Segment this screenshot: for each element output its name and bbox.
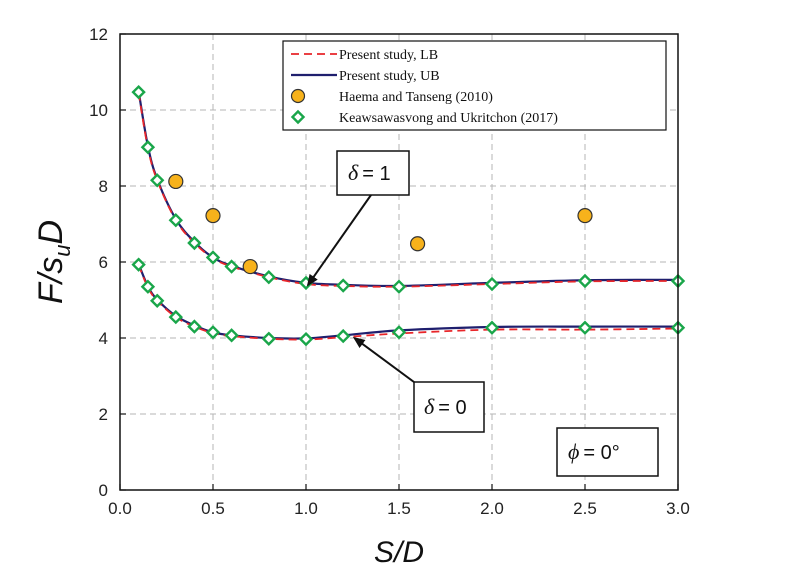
keaw-point (131, 84, 146, 100)
keaw-point (205, 250, 221, 265)
annotation-label: δ = 1 (348, 160, 391, 185)
keaw-point (150, 173, 165, 188)
keaw-point (150, 293, 165, 308)
x-tick-label: 3.0 (666, 499, 690, 518)
annotations: δ = 1δ = 0ϕ = 0° (306, 150, 659, 477)
keaw-point (336, 278, 351, 293)
y-axis-ticks: 0 2 4 6 8 10 12 (89, 25, 126, 500)
y-tick-label: 12 (89, 25, 108, 44)
y-axis-title: F/suD (32, 220, 75, 304)
x-tick-label: 1.5 (387, 499, 411, 518)
x-axis-title-d: D (402, 536, 424, 569)
ub-curve-1 (137, 263, 679, 340)
legend-label: Present study, UB (339, 69, 440, 84)
keaw-point (224, 328, 239, 343)
annotation-arrow (352, 336, 415, 383)
x-tick-label: 0.0 (108, 499, 132, 518)
x-axis-title-sep: / (392, 536, 405, 569)
y-axis-title-sep: /s (32, 257, 70, 285)
y-tick-label: 4 (99, 329, 108, 348)
annotation-value: = 1 (362, 163, 390, 185)
y-tick-label: 6 (99, 253, 108, 272)
annotation-box (413, 381, 485, 433)
annotation-arrow (306, 194, 372, 287)
keaw-point (187, 319, 202, 334)
annotation-label: δ = 0 (424, 394, 467, 419)
annotation-value: = 0 (438, 397, 466, 419)
haema-point (242, 258, 258, 275)
annotation-box (336, 150, 410, 196)
x-tick-label: 2.0 (480, 499, 504, 518)
keaw-point (187, 235, 202, 251)
legend-swatch-keaw (290, 109, 306, 125)
keaw-point (168, 309, 183, 325)
keaw-point (298, 331, 314, 347)
legend-swatch-haema (290, 88, 306, 104)
annotation-value: = 0° (583, 442, 619, 464)
x-axis-title: S/D (374, 536, 424, 569)
annotation-box (556, 427, 659, 477)
lb-curve-1 (137, 264, 679, 341)
x-axis-ticks: 0.0 0.5 1.0 1.5 2.0 2.5 3.0 (108, 484, 690, 518)
keaw-point (140, 140, 156, 155)
haema-point (410, 236, 426, 252)
plot-frame (119, 33, 679, 491)
y-axis-title-sub: u (50, 245, 75, 257)
keaw-point (577, 320, 593, 335)
y-tick-label: 2 (99, 405, 108, 424)
annotation-symbol: ϕ (568, 439, 579, 464)
legend: Present study, LB Present study, UB Haema … (282, 40, 667, 131)
legend-label: Present study, LB (339, 48, 438, 63)
keaw-point (261, 331, 276, 346)
y-tick-label: 10 (89, 101, 108, 120)
legend-label: Keawsawasvong and Ukritchon (2017) (339, 111, 558, 126)
y-axis-title-d: D (32, 220, 70, 245)
keaw-point (224, 259, 239, 274)
legend-box (282, 40, 667, 131)
x-tick-label: 1.0 (294, 499, 318, 518)
keaw-point (484, 276, 500, 292)
x-tick-label: 2.5 (573, 499, 597, 518)
keaw-point (140, 279, 156, 294)
keaw-point (391, 325, 407, 340)
keaw-point (261, 270, 276, 285)
haema-point (168, 173, 184, 190)
keaw-point (205, 325, 221, 340)
keaw-point (336, 328, 351, 344)
y-axis-title-f: F (32, 281, 70, 304)
haema-point (205, 208, 221, 224)
keaw-point (577, 273, 593, 289)
y-tick-label: 0 (99, 481, 108, 500)
annotation-label: ϕ = 0° (568, 439, 620, 464)
annotation-symbol: δ (348, 160, 359, 185)
legend-label: Haema and Tanseng (2010) (339, 90, 493, 105)
x-tick-label: 0.5 (201, 499, 225, 518)
x-axis-title-s: S (374, 536, 394, 569)
keaw-point (131, 257, 146, 272)
annotation-symbol: δ (424, 394, 435, 419)
marker-layer (131, 84, 686, 347)
keaw-point (168, 213, 183, 228)
keaw-point (484, 320, 500, 335)
keaw-point (391, 279, 407, 294)
y-tick-label: 8 (99, 177, 108, 196)
haema-point (577, 208, 593, 224)
